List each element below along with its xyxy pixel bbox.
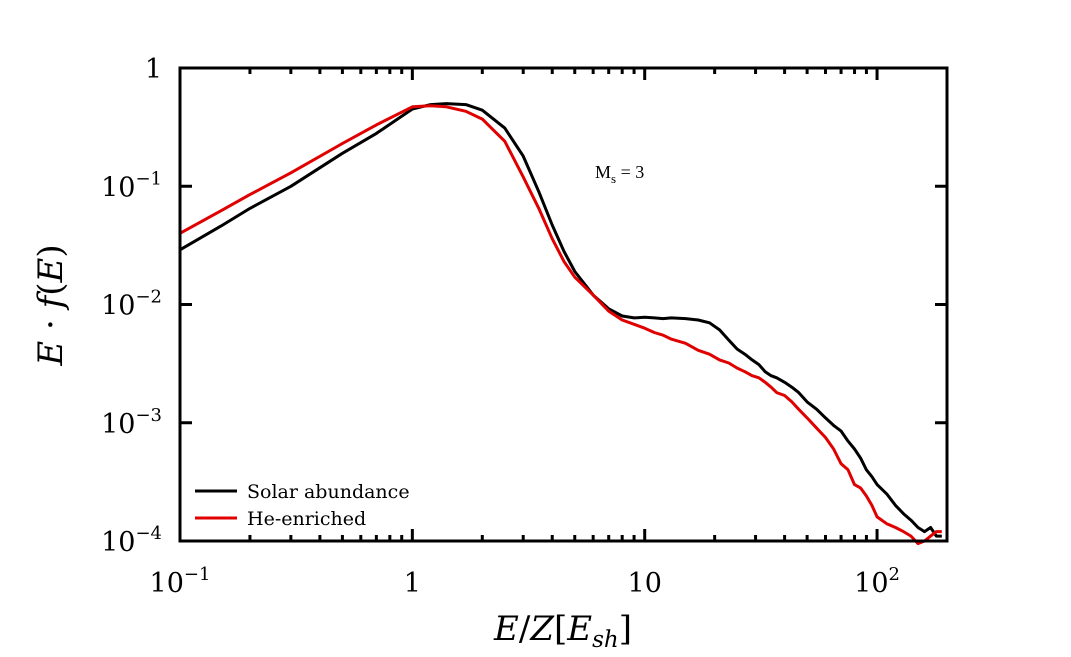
y-tick-label: 10−4 bbox=[101, 523, 162, 558]
legend-label-solar: Solar abundance bbox=[247, 481, 410, 503]
annotation-main: M bbox=[595, 162, 611, 182]
annotation-sub: s bbox=[611, 171, 616, 186]
series-line-solar-abundance bbox=[179, 102, 942, 538]
legend: Solar abundance He-enriched bbox=[195, 481, 410, 530]
y-tick-labels: 1 10−1 10−2 10−3 10−4 bbox=[101, 54, 162, 558]
y-tick-label: 1 bbox=[145, 54, 162, 85]
legend-label-he: He-enriched bbox=[247, 508, 366, 530]
x-tick-labels: 10−1 1 10 102 bbox=[150, 564, 900, 599]
plot-frame bbox=[178, 66, 949, 543]
x-tick-label: 102 bbox=[854, 564, 900, 599]
y-tick-label: 10−2 bbox=[101, 287, 162, 322]
y-axis-label: E · f(E) bbox=[31, 244, 71, 366]
annotation-rest: = 3 bbox=[616, 162, 644, 182]
y-tick-label: 10−3 bbox=[101, 405, 162, 440]
series-layer bbox=[179, 102, 942, 546]
x-tick-label: 1 bbox=[404, 568, 421, 599]
x-axis-label: E/Z[Esh] bbox=[493, 609, 632, 653]
series-line-he-enriched bbox=[179, 104, 942, 546]
x-tick-label: 10−1 bbox=[150, 564, 211, 599]
x-tick-label: 10 bbox=[628, 568, 662, 599]
annotation-mach-number: Ms = 3 bbox=[595, 162, 644, 186]
y-tick-label: 10−1 bbox=[101, 168, 162, 203]
